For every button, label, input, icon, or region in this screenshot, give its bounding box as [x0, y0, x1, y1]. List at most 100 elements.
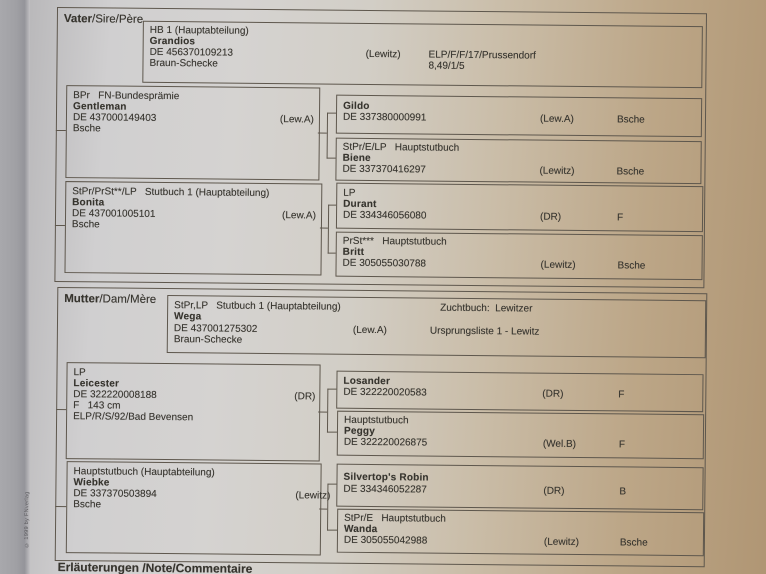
dam-dam-dam-name: Wanda: [343, 523, 378, 536]
sire-breed-code: (Lewitz): [365, 48, 401, 61]
sire-reg-number: DE 456370109213: [149, 46, 234, 59]
dam-sire-reg-number: DE 322220008188: [73, 389, 157, 401]
dam-dam-sire-reg-number: DE 334346052287: [343, 483, 427, 496]
paper-edge-shadow: [0, 0, 30, 574]
sire-sire-dam-reg-number: DE 337370416297: [342, 163, 426, 176]
pedigree-connector-line: [56, 408, 67, 411]
box-dam-dam: Hauptstutbuch (Hauptabteilung) Wiebke DE…: [65, 461, 330, 556]
dam-sire-performance: ELP/R/S/92/Bad Bevensen: [73, 411, 194, 424]
sire-dam-dam-color-code: Bsche: [617, 260, 646, 272]
pedigree-connector-line: [327, 483, 337, 485]
dam-section-label-bold: Mutter: [64, 293, 100, 306]
sire-sire-sire-reg-number: DE 337380000991: [342, 111, 427, 124]
box-dam-dam-sire: Silvertop's Robin DE 334346052287 (DR) B: [336, 463, 704, 511]
pedigree-connector-line: [317, 132, 327, 134]
sire-sire-name: Gentleman: [73, 101, 127, 113]
box-sire-sire-sire: Gildo DE 337380000991 (Lew.A) Bsche: [335, 94, 703, 138]
sire-sire-dam-color-code: Bsche: [616, 166, 645, 178]
dam-sire-height: F 143 cm: [73, 400, 121, 412]
sire-section-label-rest: /Sire/Père: [91, 13, 144, 26]
sire-dam-dam-reg-number: DE 305055030788: [342, 257, 427, 270]
dam-breed-code: (Lew.A): [352, 324, 387, 337]
dam-sire-breed-code: (DR): [294, 391, 316, 403]
sire-sire-color-code: Bsche: [72, 123, 101, 135]
dam-reg-number: DE 437001275302: [173, 323, 258, 335]
dam-sire-sire-color-code: F: [618, 389, 625, 401]
sire-sire-sire-breed-code: (Lew.A): [539, 113, 574, 125]
dam-section-label: Mutter/Dam/Mère: [64, 293, 156, 306]
dam-dam-color-code: Bsche: [73, 499, 102, 511]
sire-dam-sire-title: LP: [343, 187, 356, 199]
sire-dam-name: Bonita: [72, 197, 105, 209]
box-sire-dam: StPr/PrSt**/LP Stutbuch 1 (Hauptabteilun…: [64, 181, 323, 276]
dam-sire-sire-breed-code: (DR): [542, 388, 564, 400]
dam-zuchtbuch: Zuchtbuch: Lewitzer: [440, 302, 533, 315]
sire-score: 8,49/1/5: [428, 60, 465, 72]
dam-dam-dam-breed-code: (Lewitz): [543, 536, 579, 549]
box-dam: StPr,LP Stutbuch 1 (Hauptabteilung) Zuch…: [166, 295, 707, 359]
sire-sire-sire-name: Gildo: [343, 100, 370, 112]
pedigree-connector-line: [328, 204, 337, 206]
sire-dam-reg-number: DE 437001005101: [71, 208, 156, 220]
sire-sire-dam-breed-code: (Lewitz): [539, 165, 575, 177]
sire-sire-breed-code: (Lew.A): [279, 114, 314, 126]
sire-name: Grandios: [149, 35, 196, 48]
pedigree-connector-line: [327, 388, 337, 390]
box-dam-sire-dam: Hauptstutbuch Peggy DE 322220026875 (Wel…: [336, 410, 705, 460]
pedigree-connector-line: [326, 431, 337, 433]
box-sire-sire: BPr FN-Bundesprämie Gentleman DE 4370001…: [65, 85, 321, 181]
dam-dam-reg-number: DE 337370503894: [73, 488, 157, 500]
box-dam-sire: LP Leicester DE 322220008188 (DR) F 143 …: [65, 362, 321, 462]
sire-section-label-bold: Vater: [63, 13, 93, 26]
dam-sire-title: LP: [73, 367, 86, 379]
sire-dam-breed-code: (Lew.A): [281, 210, 316, 222]
pedigree-connector-line: [319, 227, 328, 229]
dam-origin-list: Ursprungsliste 1 - Lewitz: [429, 325, 540, 338]
box-sire-dam-dam: PrSt*** Hauptstutbuch Britt DE 305055030…: [335, 231, 703, 281]
sire-dam-color-code: Bsche: [71, 219, 100, 231]
sire-dam-sire-reg-number: DE 334346056080: [342, 209, 427, 222]
sire-sire-sire-color-code: Bsche: [616, 114, 645, 126]
pedigree-connector-line: [326, 157, 336, 159]
dam-dam-sire-breed-code: (DR): [543, 485, 565, 497]
pedigree-document: Vater/Sire/Père HB 1 (Hauptabteilung) Gr…: [24, 0, 746, 574]
dam-sire-dam-title: Hauptstutbuch: [344, 414, 409, 427]
pedigree-connector-line: [55, 129, 66, 132]
dam-sire-dam-color-code: F: [618, 439, 626, 451]
sire-dam-dam-name: Britt: [342, 246, 365, 258]
dam-sire-dam-reg-number: DE 322220026875: [343, 436, 428, 449]
box-dam-dam-dam: StPr/E Hauptstutbuch Wanda DE 3050550429…: [336, 508, 705, 557]
dam-sire-sire-name: Losander: [343, 375, 391, 388]
box-sire-sire-dam: StPr/E/LP Hauptstutbuch Biene DE 3373704…: [335, 137, 702, 185]
dam-sire-sire-reg-number: DE 322220020583: [343, 386, 427, 399]
sire-section-label: Vater/Sire/Père: [64, 13, 143, 26]
sire-sire-dam-name: Biene: [342, 152, 371, 164]
sire-color: Braun-Schecke: [149, 57, 218, 70]
dam-section-label-rest: /Dam/Mère: [99, 293, 157, 306]
dam-dam-sire-name: Silvertop's Robin: [343, 471, 429, 484]
pedigree-connector-line: [327, 252, 336, 254]
pedigree-connector-line: [327, 112, 337, 114]
dam-dam-sire-color-code: B: [619, 486, 627, 498]
footer-label-rest: /Note/Commentaire: [138, 560, 253, 574]
pedigree-connector-line: [327, 529, 338, 531]
dam-color: Braun-Schecke: [173, 334, 243, 346]
pedigree-connector-line: [318, 411, 328, 413]
dam-sire-dam-breed-code: (Wel.B): [542, 438, 577, 450]
dam-dam-dam-reg-number: DE 305055042988: [343, 534, 428, 547]
dam-sire-name: Leicester: [73, 378, 120, 390]
pedigree-connector-line: [54, 224, 65, 227]
sire-sire-reg-number: DE 437000149403: [72, 112, 157, 124]
sire-dam-sire-name: Durant: [343, 198, 377, 211]
dam-dam-breed-code: (Lewitz): [295, 490, 331, 502]
dam-dam-name: Wiebke: [73, 477, 110, 489]
sire-dam-dam-breed-code: (Lewitz): [540, 259, 576, 271]
footer-label: Erläuterungen /Note/Commentaire: [58, 560, 253, 574]
footer-label-bold: Erläuterungen: [57, 560, 140, 574]
box-sire: HB 1 (Hauptabteilung) Grandios DE 456370…: [142, 20, 703, 89]
sire-dam-sire-breed-code: (DR): [539, 211, 562, 223]
dam-sire-dam-name: Peggy: [343, 425, 376, 438]
box-sire-dam-sire: LP Durant DE 334346056080 (DR) F: [335, 182, 704, 233]
pedigree-connector-line: [319, 508, 328, 510]
